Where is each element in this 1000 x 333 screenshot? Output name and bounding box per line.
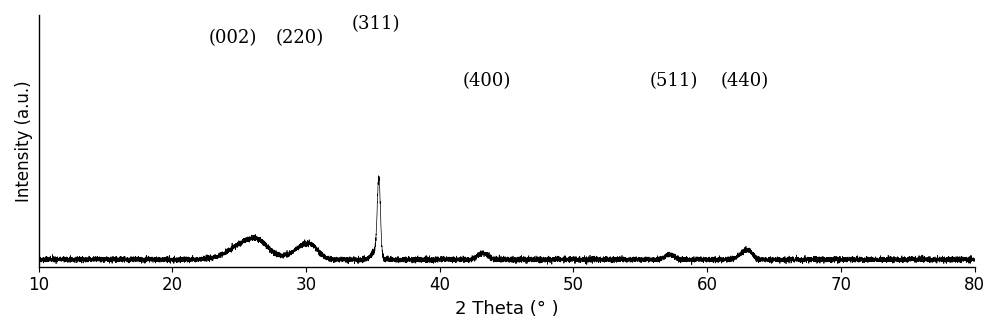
Text: (311): (311) <box>351 15 400 33</box>
Text: (511): (511) <box>649 73 698 91</box>
Y-axis label: Intensity (a.u.): Intensity (a.u.) <box>15 80 33 202</box>
Text: (440): (440) <box>720 73 769 91</box>
Text: (220): (220) <box>275 29 323 47</box>
Text: (400): (400) <box>462 73 511 91</box>
X-axis label: 2 Theta (° ): 2 Theta (° ) <box>455 300 558 318</box>
Text: (002): (002) <box>208 29 257 47</box>
